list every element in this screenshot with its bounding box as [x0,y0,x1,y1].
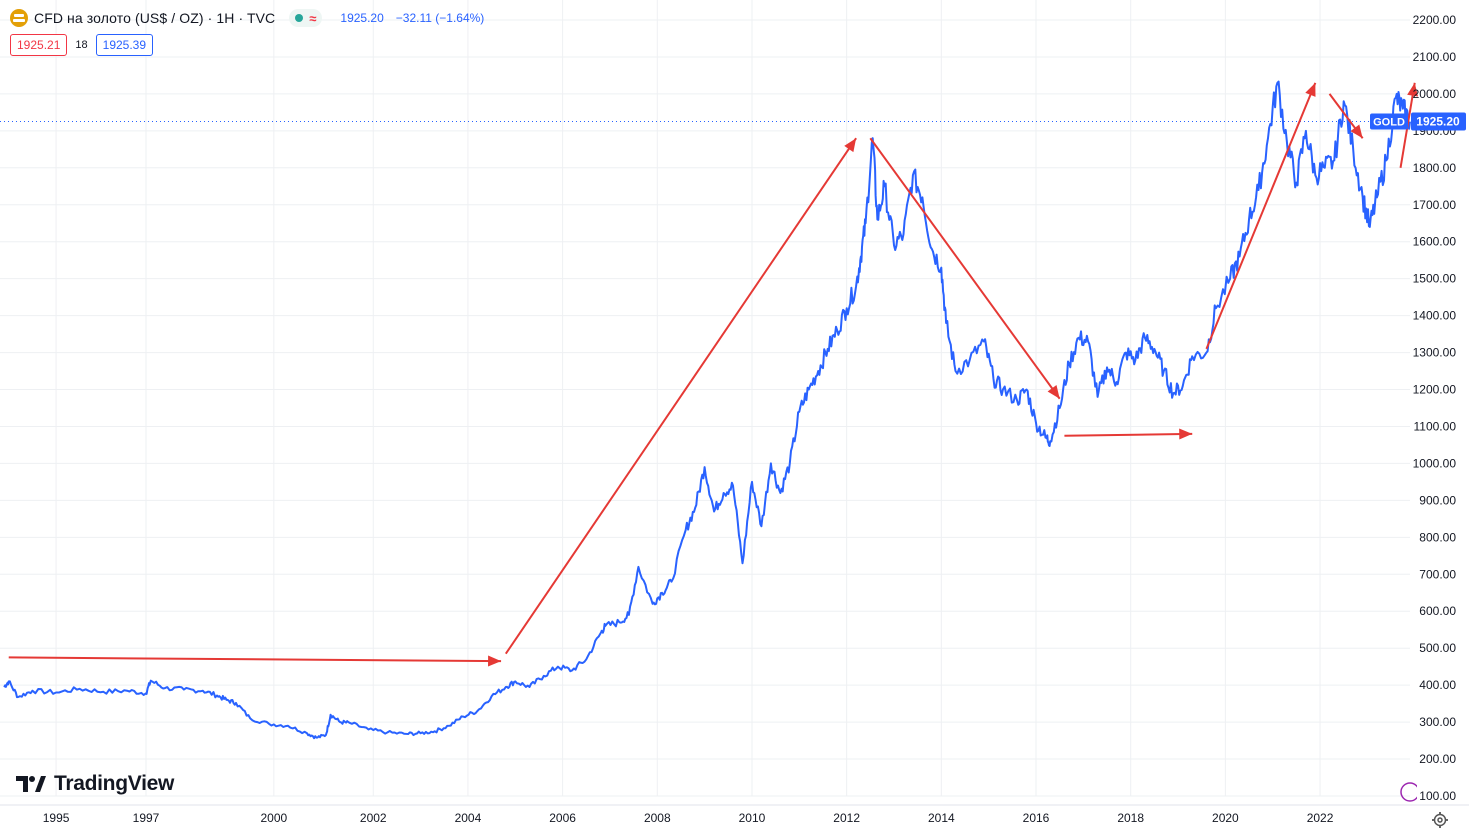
brand-name: TradingView [54,772,175,795]
x-tick-label: 2004 [455,811,482,825]
y-tick-label: 1100.00 [1414,419,1457,433]
x-tick-label: 2006 [549,811,576,825]
tradingview-logo[interactable]: TradingView [16,772,174,796]
y-tick-label: 800.00 [1419,530,1456,544]
x-tick-label: 2018 [1117,811,1144,825]
market-status-pill[interactable]: ≈ [289,9,323,27]
y-tick-label: 400.00 [1419,678,1456,692]
y-tick-label: 1300.00 [1413,346,1457,360]
y-tick-label: 1000.00 [1413,456,1457,470]
y-tick-label: 100.00 [1419,789,1456,803]
trend-arrow[interactable] [1328,93,1364,139]
y-tick-label: 2200.00 [1413,13,1457,27]
price-badge-layer: GOLD 1925.20 [1370,112,1466,131]
x-tick-label: 2020 [1212,811,1239,825]
x-tick-label: 2022 [1307,811,1334,825]
annotation-layer [8,82,1419,667]
y-tick-label: 2100.00 [1413,50,1457,64]
bid-price-button[interactable]: 1925.21 [10,34,68,56]
x-tick-label: 2010 [739,811,766,825]
y-tick-label: 1500.00 [1413,272,1457,286]
y-tick-label: 500.00 [1419,641,1456,655]
spread-value: 18 [75,39,88,51]
trend-arrow[interactable] [1205,82,1317,350]
price-change: −32.11 (−1.64%) [395,11,485,25]
y-tick-label: 900.00 [1419,493,1456,507]
quote-row: 1925.21 18 1925.39 [10,34,154,56]
price-line-gold[interactable] [3,80,1411,740]
chart-header: CFD на золото (US$ / OZ) · 1H · TVC ≈ 19… [10,8,484,28]
trend-arrow[interactable] [8,655,502,667]
gold-bars-icon [10,9,28,27]
symbol-badge: GOLD [1370,113,1408,130]
y-tick-label: 300.00 [1419,715,1456,729]
trend-arrow[interactable] [504,137,857,655]
y-tick-label: 200.00 [1419,752,1456,766]
x-tick-label: 2014 [928,811,955,825]
y-tick-label: 2000.00 [1413,87,1457,101]
y-axis: 100.00 200.00 300.00 400.00 500.00 600.00 700.… [1413,13,1457,803]
series-layer [0,80,1411,740]
ask-price-button[interactable]: 1925.39 [95,34,154,56]
svg-text:1925.20: 1925.20 [1416,115,1460,129]
x-tick-label: 2012 [833,811,860,825]
x-tick-label: 2016 [1023,811,1050,825]
market-open-icon [295,14,304,22]
x-tick-label: 2000 [260,811,287,825]
x-tick-label: 1995 [43,811,70,825]
y-tick-label: 1700.00 [1413,198,1457,212]
y-tick-label: 700.00 [1419,567,1456,581]
trend-arrow[interactable] [869,137,1061,400]
symbol-title[interactable]: CFD на золото (US$ / OZ) · 1H · TVC [34,10,276,26]
x-tick-label: 2002 [360,811,387,825]
y-tick-label: 1600.00 [1413,235,1457,249]
approx-icon: ≈ [309,10,317,26]
y-tick-label: 1800.00 [1413,161,1457,175]
tradingview-icon [16,776,46,792]
x-tick-label: 1997 [133,811,160,825]
gear-icon[interactable] [1431,811,1449,829]
y-tick-label: 1200.00 [1413,383,1457,397]
x-axis: 1995 1997 2000 2002 2004 2006 2008 2010 2012 2014… [0,804,1469,825]
last-price: 1925.20 [340,11,384,25]
last-price-badge: 1925.20 [1411,112,1466,131]
context-menu-icon[interactable] [1399,781,1417,803]
trend-arrow[interactable] [1064,428,1193,440]
svg-text:GOLD: GOLD [1373,117,1405,129]
x-tick-label: 2008 [644,811,671,825]
y-tick-label: 1400.00 [1413,309,1457,323]
y-tick-label: 600.00 [1419,604,1456,618]
grid [0,0,1410,797]
